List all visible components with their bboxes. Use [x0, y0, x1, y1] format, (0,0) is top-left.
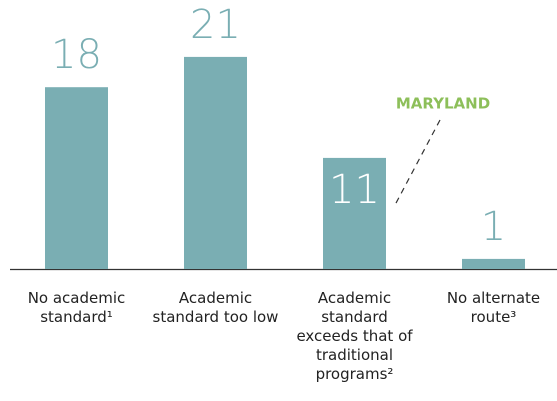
value-label: 18 [51, 32, 102, 78]
bar [462, 258, 525, 269]
category-label: No alternate route³ [446, 289, 541, 326]
category-label: No academic standard¹ [27, 289, 126, 326]
bar [45, 87, 108, 269]
value-label: 1 [481, 204, 506, 250]
value-label: 21 [190, 2, 241, 48]
annotation-leader [394, 119, 441, 206]
bar [184, 56, 247, 270]
category-label: Academic standard too low [152, 289, 279, 326]
category-label: Academic standard exceeds that of tradit… [296, 289, 413, 383]
annotation: MARYLAND [396, 95, 490, 113]
bar [323, 157, 386, 269]
value-label: 11 [329, 167, 380, 213]
